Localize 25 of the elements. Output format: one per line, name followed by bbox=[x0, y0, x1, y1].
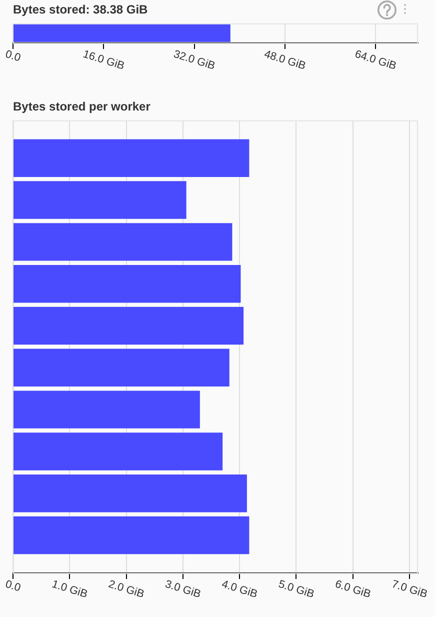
bar bbox=[14, 348, 230, 387]
bar bbox=[14, 390, 200, 428]
chart-title: Bytes stored: 38.38 GiB bbox=[13, 2, 148, 17]
x-tick-label: 3.0 GiB bbox=[164, 578, 202, 601]
x-tick-label: 32.0 GiB bbox=[172, 48, 216, 72]
x-tick-label: 1.0 GiB bbox=[50, 578, 89, 601]
x-tick-label: 16.0 GiB bbox=[81, 48, 126, 72]
bar bbox=[14, 474, 247, 512]
x-tick-label: 5.0 GiB bbox=[276, 578, 316, 601]
x-tick-label: 7.0 GiB bbox=[390, 578, 429, 601]
chart-title: Bytes stored per worker bbox=[13, 100, 151, 114]
x-tick-label: 64.0 GiB bbox=[353, 48, 398, 72]
bar bbox=[14, 181, 186, 219]
x-tick-label: 6.0 GiB bbox=[334, 578, 372, 601]
bar bbox=[14, 264, 241, 303]
x-tick-label: 0.0 bbox=[4, 48, 22, 64]
x-tick-label: 0.0 bbox=[4, 578, 22, 594]
bar bbox=[14, 516, 250, 554]
bar bbox=[14, 432, 223, 470]
bar bbox=[14, 223, 232, 261]
x-tick-label: 48.0 GiB bbox=[262, 48, 308, 72]
x-tick-label: 4.0 GiB bbox=[220, 578, 259, 601]
bar bbox=[14, 306, 244, 345]
x-tick-label: 2.0 GiB bbox=[107, 578, 146, 601]
bar bbox=[14, 139, 250, 177]
